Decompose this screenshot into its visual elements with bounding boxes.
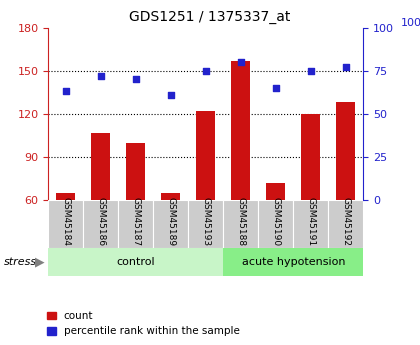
Bar xyxy=(118,200,153,248)
Bar xyxy=(196,111,215,200)
Bar xyxy=(83,200,118,248)
Point xyxy=(97,73,104,79)
Point xyxy=(63,89,69,94)
Text: control: control xyxy=(116,257,155,267)
Text: GSM45188: GSM45188 xyxy=(236,197,245,246)
Bar xyxy=(231,61,250,200)
Point xyxy=(273,85,279,91)
Point xyxy=(342,65,349,70)
Bar xyxy=(153,200,188,248)
Point xyxy=(202,68,209,73)
Bar xyxy=(266,183,286,200)
Point xyxy=(237,59,244,65)
Text: 100%: 100% xyxy=(401,18,420,28)
Point xyxy=(168,92,174,98)
Bar xyxy=(223,200,258,248)
Text: stress: stress xyxy=(4,257,37,267)
Text: acute hypotension: acute hypotension xyxy=(241,257,345,267)
Bar xyxy=(336,102,355,200)
Bar xyxy=(258,200,293,248)
Text: GSM45186: GSM45186 xyxy=(96,197,105,246)
Text: GSM45190: GSM45190 xyxy=(271,197,280,246)
Bar xyxy=(301,114,320,200)
Text: GSM45187: GSM45187 xyxy=(131,197,140,246)
Text: GDS1251 / 1375337_at: GDS1251 / 1375337_at xyxy=(129,10,291,24)
Point xyxy=(132,77,139,82)
Text: GSM45191: GSM45191 xyxy=(306,197,315,246)
Text: GSM45184: GSM45184 xyxy=(61,197,70,246)
Bar xyxy=(91,132,110,200)
Text: ▶: ▶ xyxy=(35,256,45,269)
Text: GSM45193: GSM45193 xyxy=(201,197,210,246)
Bar xyxy=(126,142,145,200)
Bar xyxy=(48,248,223,276)
Bar xyxy=(293,200,328,248)
Bar xyxy=(188,200,223,248)
Bar xyxy=(223,248,363,276)
Bar xyxy=(161,193,181,200)
Bar xyxy=(328,200,363,248)
Bar xyxy=(48,200,83,248)
Text: GSM45192: GSM45192 xyxy=(341,197,350,246)
Text: GSM45189: GSM45189 xyxy=(166,197,175,246)
Bar xyxy=(56,193,76,200)
Point xyxy=(307,68,314,73)
Legend: count, percentile rank within the sample: count, percentile rank within the sample xyxy=(47,311,240,336)
